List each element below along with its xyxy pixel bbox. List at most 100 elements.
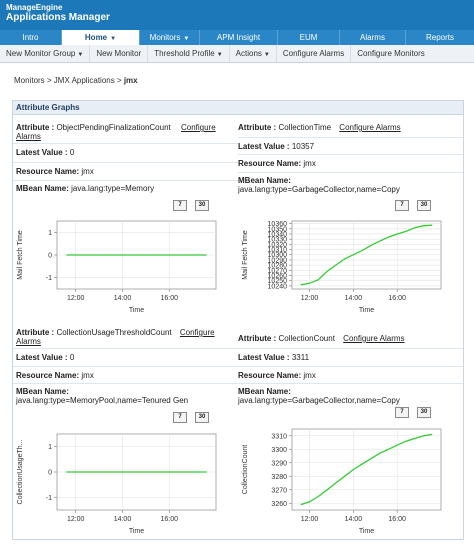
period-7-days-button[interactable]: 7 xyxy=(395,407,409,418)
actions-menu[interactable]: Actions ▼ xyxy=(230,45,277,62)
tab-label: Home xyxy=(84,33,108,42)
mbean-name: java.lang:type=GarbageCollector,name=Cop… xyxy=(238,185,400,194)
breadcrumb: Monitors > JMX Applications > jmx xyxy=(14,76,138,85)
breadcrumb-path[interactable]: Monitors > JMX Applications > xyxy=(14,76,124,85)
period-label: 7 xyxy=(400,409,404,415)
chevron-down-icon: ▼ xyxy=(183,36,190,42)
period-label: 7 xyxy=(400,202,404,208)
configure-word: Configure xyxy=(180,123,216,132)
tab-apm-insight[interactable]: APM Insight xyxy=(200,30,278,45)
period-7-days-button[interactable]: 7 xyxy=(173,412,187,423)
period-7-days-button[interactable]: 7 xyxy=(395,200,409,211)
configure-alarms-link[interactable]: Configure Alarms xyxy=(339,123,401,132)
y-tick-label: 10330 xyxy=(268,237,288,244)
latest-value-row: Latest Value : 0 xyxy=(16,148,74,157)
row-divider xyxy=(13,162,238,163)
y-tick-label: 0 xyxy=(48,253,52,260)
y-tick-label: 3260 xyxy=(271,501,287,508)
mbean-name-label: MBean Name: xyxy=(16,184,69,193)
app-logo[interactable]: ManageEngine Applications Manager xyxy=(6,3,110,23)
x-tick-label: 12:00 xyxy=(67,295,85,302)
latest-value-label: Latest Value : xyxy=(16,353,68,362)
latest-value: 10357 xyxy=(291,142,315,151)
x-axis-label: Time xyxy=(129,528,144,535)
tab-label: Intro xyxy=(22,33,39,42)
resource-name: jmx xyxy=(303,371,316,380)
logo-line2: Applications Manager xyxy=(6,12,110,23)
tab-monitors[interactable]: Monitors ▼ xyxy=(140,30,200,45)
tab-label: EUM xyxy=(299,33,318,42)
y-tick-label: 10310 xyxy=(268,247,288,254)
row-divider xyxy=(13,180,238,181)
alarms-word: Alarms xyxy=(16,337,41,346)
y-tick-label: 10250 xyxy=(268,278,288,285)
top-header: ManageEngine Applications Manager xyxy=(0,0,474,30)
attribute-graph-chart: 3260 3270 3280 3290 3300 3310 12:00 14:00 16:00 T… xyxy=(238,421,463,536)
y-tick-label: -1 xyxy=(46,275,52,282)
chevron-down-icon: ▼ xyxy=(216,52,223,58)
main-nav: Intro Home ▼ Monitors ▼ APM Insight EUM Al… xyxy=(0,30,474,45)
configure-alarms-link[interactable]: Configure Alarms xyxy=(16,328,215,346)
row-divider xyxy=(13,143,238,144)
chevron-down-icon: ▼ xyxy=(77,52,84,58)
chart-svg: -1 0 1 12:00 14:00 16:00 Time Mail Fetch Time xyxy=(17,220,217,314)
x-axis-label: Time xyxy=(359,528,374,535)
configure-alarms-button[interactable]: Configure Alarms xyxy=(277,45,352,62)
attribute-row: Attribute : CollectionTime Configure Ala… xyxy=(238,123,462,132)
row-divider xyxy=(238,383,463,384)
resource-name-label: Resource Name: xyxy=(16,167,80,176)
y-tick-label: 0 xyxy=(48,470,52,477)
period-label: 30 xyxy=(198,414,206,420)
y-axis-label: Mail Fetch Time xyxy=(242,230,249,280)
latest-value: 3311 xyxy=(291,353,310,362)
threshold-profile-menu[interactable]: Threshold Profile ▼ xyxy=(148,45,230,62)
latest-value-label: Latest Value : xyxy=(238,353,290,362)
period-30-days-button[interactable]: 30 xyxy=(195,200,209,211)
resource-name: jmx xyxy=(303,159,316,168)
x-tick-label: 16:00 xyxy=(160,295,178,302)
mbean-name: java.lang:type=Memory xyxy=(71,184,155,193)
mbean-name-row: MBean Name: java.lang:type=MemoryPool,na… xyxy=(16,387,236,405)
period-label: 30 xyxy=(198,202,206,208)
period-30-days-button[interactable]: 30 xyxy=(417,200,431,211)
menu-label: Actions xyxy=(235,49,262,58)
configure-monitors-button[interactable]: Configure Monitors xyxy=(351,45,431,62)
resource-name-row: Resource Name: jmx xyxy=(238,371,316,380)
y-tick-label: 3300 xyxy=(271,447,287,454)
tab-eum[interactable]: EUM xyxy=(278,30,340,45)
plot-area xyxy=(291,428,442,511)
period-30-days-button[interactable]: 30 xyxy=(195,412,209,423)
tab-home[interactable]: Home ▼ xyxy=(62,30,140,45)
y-tick-label: 10280 xyxy=(268,263,288,270)
x-tick-label: 14:00 xyxy=(114,295,132,302)
mbean-name-row: MBean Name: java.lang:type=GarbageCollec… xyxy=(238,387,462,405)
latest-value: 0 xyxy=(69,353,75,362)
tab-reports[interactable]: Reports xyxy=(406,30,474,45)
period-label: 30 xyxy=(420,409,428,415)
x-tick-label: 16:00 xyxy=(388,516,406,523)
tab-intro[interactable]: Intro xyxy=(0,30,62,45)
y-axis-label: CollectionCount xyxy=(242,445,249,494)
configure-word: Configure xyxy=(179,328,215,337)
mbean-name-row: MBean Name: java.lang:type=GarbageCollec… xyxy=(238,176,462,194)
period-30-days-button[interactable]: 30 xyxy=(417,407,431,418)
attribute-value: CollectionTime xyxy=(278,123,332,132)
chart-svg: 3260 3270 3280 3290 3300 3310 12:00 14:00 16:00 T… xyxy=(242,428,442,535)
attribute-graph-chart: -1 0 1 12:00 14:00 16:00 Time Mail Fetch Time xyxy=(13,213,238,315)
menu-label: Threshold Profile xyxy=(154,49,215,58)
configure-alarms-link[interactable]: Configure Alarms xyxy=(16,123,216,141)
tab-alarms[interactable]: Alarms xyxy=(340,30,406,45)
mbean-name-label: MBean Name: xyxy=(16,387,69,396)
new-monitor-button[interactable]: New Monitor xyxy=(90,45,149,62)
y-tick-label: 10270 xyxy=(268,268,288,275)
row-divider xyxy=(238,172,463,173)
chart-svg: 1024010250102601027010280102901030010310… xyxy=(242,220,442,314)
resource-name: jmx xyxy=(81,371,94,380)
new-monitor-group-menu[interactable]: New Monitor Group ▼ xyxy=(0,45,91,62)
menu-label: New Monitor Group xyxy=(6,49,76,58)
period-7-days-button[interactable]: 7 xyxy=(173,200,187,211)
configure-alarms-link[interactable]: Configure Alarms xyxy=(343,334,405,343)
attribute-graphs-panel: Attribute Graphs Attribute : ObjectPendi… xyxy=(12,100,464,540)
x-axis-label: Time xyxy=(359,307,374,314)
sub-toolbar: New Monitor Group ▼ New Monitor Threshold… xyxy=(0,45,474,63)
